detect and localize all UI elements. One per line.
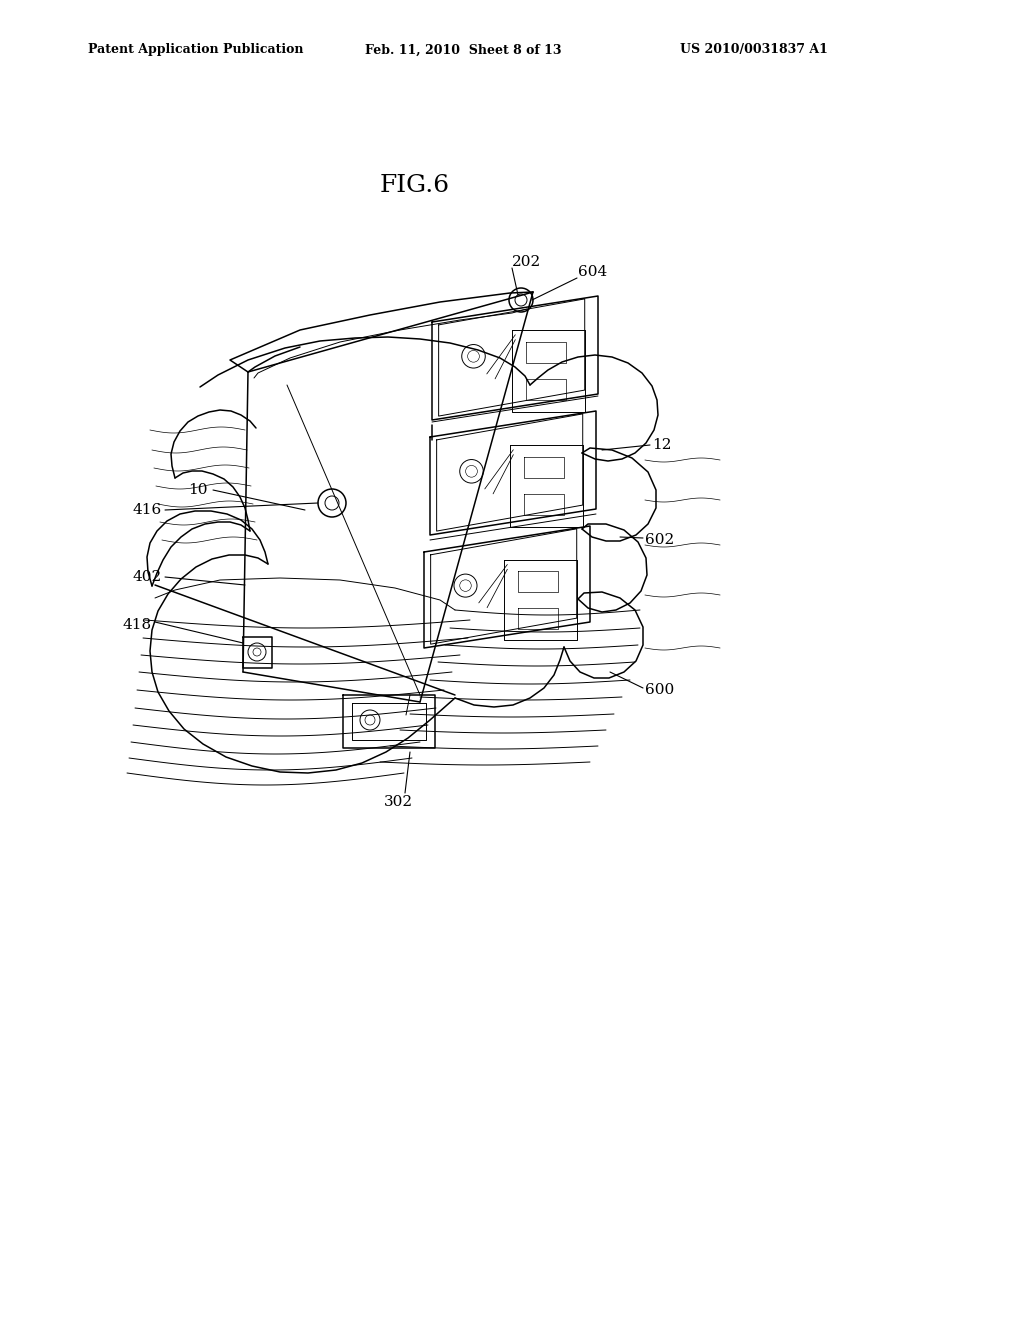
Text: 302: 302 bbox=[383, 795, 413, 809]
Text: 12: 12 bbox=[652, 438, 672, 451]
Text: FIG.6: FIG.6 bbox=[380, 173, 451, 197]
Text: Feb. 11, 2010  Sheet 8 of 13: Feb. 11, 2010 Sheet 8 of 13 bbox=[365, 44, 561, 57]
Text: 602: 602 bbox=[645, 533, 674, 546]
Text: 202: 202 bbox=[512, 255, 542, 269]
Text: 416: 416 bbox=[133, 503, 162, 517]
Text: 418: 418 bbox=[123, 618, 152, 632]
Text: 10: 10 bbox=[188, 483, 208, 498]
Text: 600: 600 bbox=[645, 682, 674, 697]
Text: US 2010/0031837 A1: US 2010/0031837 A1 bbox=[680, 44, 827, 57]
Text: Patent Application Publication: Patent Application Publication bbox=[88, 44, 303, 57]
Text: 402: 402 bbox=[133, 570, 162, 583]
Text: 604: 604 bbox=[578, 265, 607, 279]
